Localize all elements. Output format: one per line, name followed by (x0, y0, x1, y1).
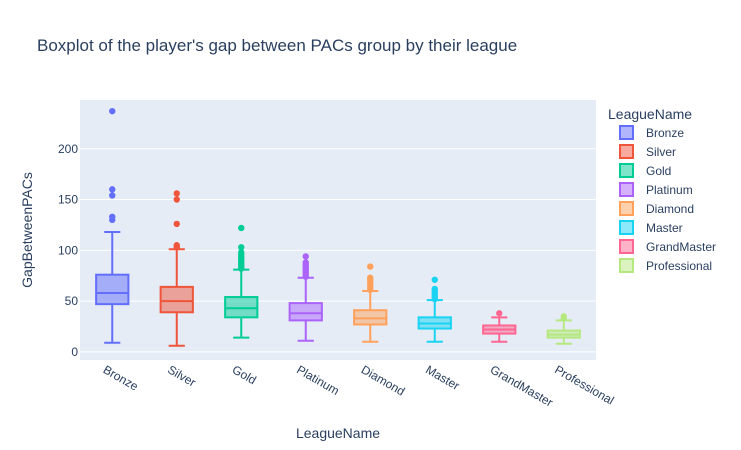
x-tick-label: Bronze (101, 362, 141, 393)
y-axis-title: GapBetweenPACs (19, 172, 35, 288)
box-platinum (288, 253, 323, 342)
legend-label: Silver (646, 145, 676, 159)
legend-item-master[interactable]: Master (619, 220, 683, 235)
x-tick-label: Platinum (294, 362, 341, 397)
y-tick-label: 50 (65, 294, 79, 308)
x-axis-title: LeagueName (296, 425, 380, 441)
iqr-box (95, 273, 130, 306)
legend-label: Professional (646, 259, 712, 273)
x-tick-label: Diamond (359, 362, 408, 398)
box-bronze (95, 107, 130, 344)
plot-background (80, 100, 596, 360)
y-axis-ticks: 0 50 100 150 200 (58, 142, 78, 359)
outlier-point (496, 310, 503, 317)
outlier-point (238, 244, 245, 251)
legend[interactable]: LeagueName Bronze Silver Gold Platinum Diamo… (608, 106, 716, 273)
legend-label: GrandMaster (646, 240, 716, 254)
outlier-point (302, 259, 309, 266)
x-tick-label: Gold (230, 362, 259, 387)
legend-swatch (619, 220, 634, 235)
outlier-point (173, 196, 180, 203)
legend-title: LeagueName (608, 106, 692, 122)
x-tick-label: Silver (165, 362, 198, 389)
legend-swatch (619, 258, 634, 273)
outlier-point (367, 263, 374, 270)
legend-item-grandmaster[interactable]: GrandMaster (619, 239, 716, 254)
outlier-point (367, 274, 374, 281)
outlier-point (173, 242, 180, 249)
chart-title: Boxplot of the player's gap between PACs… (37, 36, 517, 55)
legend-label: Gold (646, 164, 671, 178)
legend-item-diamond[interactable]: Diamond (619, 201, 694, 216)
legend-swatch (619, 125, 634, 140)
box-diamond (353, 263, 388, 343)
outlier-point (238, 224, 245, 232)
boxes (95, 107, 581, 347)
legend-item-professional[interactable]: Professional (619, 258, 712, 273)
iqr-box (159, 285, 194, 314)
box-master (417, 276, 452, 343)
legend-swatch (619, 239, 634, 254)
outlier-point (109, 213, 116, 220)
iqr-box (224, 296, 259, 319)
y-tick-label: 200 (58, 142, 78, 156)
box-grandmaster (482, 310, 517, 343)
outlier-point (431, 285, 438, 293)
legend-swatch (619, 163, 634, 178)
outlier-point (173, 190, 180, 197)
outlier-point (173, 220, 180, 228)
outlier-point (431, 276, 438, 283)
box-gold (224, 224, 259, 339)
box-professional (546, 313, 581, 345)
outlier-point (109, 186, 116, 193)
y-tick-label: 100 (58, 243, 78, 257)
legend-label: Master (646, 221, 683, 235)
iqr-box (288, 302, 323, 322)
x-tick-label: Master (423, 362, 462, 392)
y-tick-label: 150 (58, 193, 78, 207)
legend-label: Diamond (646, 202, 694, 216)
y-tick-label: 0 (71, 345, 78, 359)
outlier-point (109, 107, 116, 115)
legend-swatch (619, 182, 634, 197)
outlier-point (302, 253, 309, 260)
legend-label: Bronze (646, 126, 684, 140)
box-silver (159, 190, 194, 347)
legend-swatch (619, 144, 634, 159)
x-axis-ticks: Bronze Silver Gold Platinum Diamond Master Gra… (101, 362, 617, 409)
outlier-point (109, 192, 116, 199)
legend-item-bronze[interactable]: Bronze (619, 125, 684, 140)
legend-item-silver[interactable]: Silver (619, 144, 676, 159)
legend-label: Platinum (646, 183, 693, 197)
legend-item-gold[interactable]: Gold (619, 163, 671, 178)
outlier-point (560, 313, 567, 320)
legend-swatch (619, 201, 634, 216)
outlier-point (238, 249, 245, 256)
x-tick-label: Professional (552, 362, 616, 407)
x-tick-label: GrandMaster (488, 362, 556, 409)
legend-item-platinum[interactable]: Platinum (619, 182, 693, 197)
iqr-box (353, 309, 388, 326)
